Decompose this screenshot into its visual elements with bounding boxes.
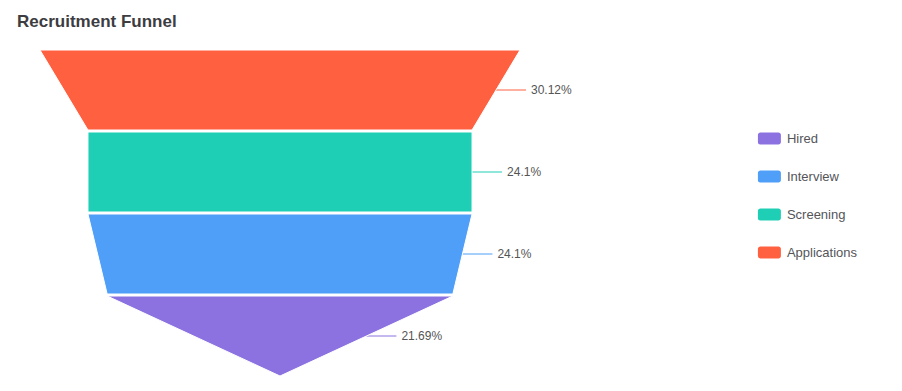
- svg-text:21.69%: 21.69%: [401, 329, 442, 343]
- svg-text:24.1%: 24.1%: [507, 165, 541, 179]
- svg-text:24.1%: 24.1%: [497, 247, 531, 261]
- svg-text:Interview: Interview: [787, 169, 840, 184]
- svg-text:30.12%: 30.12%: [531, 83, 572, 97]
- svg-text:Applications: Applications: [787, 245, 858, 260]
- svg-text:Hired: Hired: [787, 131, 818, 146]
- svg-text:Screening: Screening: [787, 207, 846, 222]
- svg-text:Recruitment Funnel: Recruitment Funnel: [17, 12, 177, 31]
